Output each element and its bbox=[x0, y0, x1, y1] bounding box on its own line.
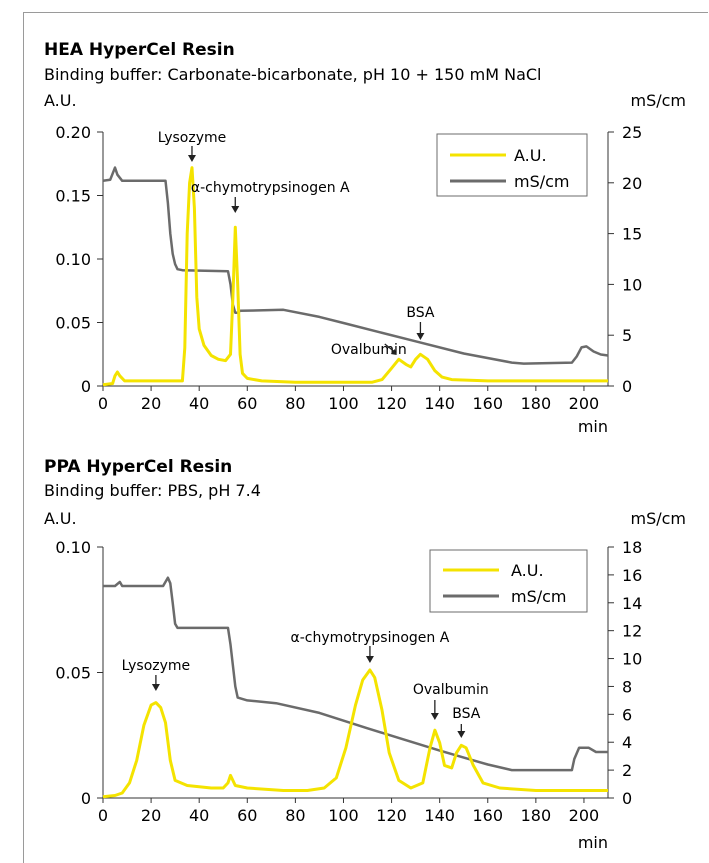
y-right-tick-label: 4 bbox=[622, 733, 632, 752]
y-right-tick-label: 6 bbox=[622, 705, 632, 724]
series-lines bbox=[102, 576, 608, 799]
x-tick-label: 0 bbox=[98, 806, 108, 825]
annotation-arrowhead bbox=[390, 349, 397, 355]
annotation-label: Lysozyme bbox=[158, 130, 227, 146]
x-tick-label: 140 bbox=[424, 806, 455, 825]
annotation-arrowhead bbox=[457, 731, 466, 738]
x-tick-label: 80 bbox=[285, 394, 305, 413]
y-right-tick-label: 5 bbox=[622, 326, 632, 345]
x-tick-label: 100 bbox=[328, 394, 359, 413]
tick-labels: 0 20 40 60 80 100 120 140 160 180 200 0 0.05 0.10 0 2 4 6… bbox=[55, 538, 642, 825]
conductivity-line bbox=[102, 166, 609, 365]
legend-label-au: A.U. bbox=[514, 146, 547, 165]
x-tick-label: 100 bbox=[328, 806, 359, 825]
x-tick-label: 20 bbox=[141, 394, 161, 413]
y-left-tick-label: 0.05 bbox=[55, 664, 91, 683]
y-right-tick-label: 10 bbox=[622, 650, 642, 669]
y-right-tick-label: 14 bbox=[622, 594, 642, 613]
y-left-axis-label: A.U. bbox=[44, 91, 77, 110]
x-tick-label: 200 bbox=[569, 806, 600, 825]
x-tick-label: 40 bbox=[189, 806, 209, 825]
x-tick-label: 60 bbox=[237, 394, 257, 413]
y-right-axis-label: mS/cm bbox=[630, 509, 686, 528]
annotation-arrowhead bbox=[187, 155, 196, 162]
x-tick-label: 200 bbox=[569, 394, 600, 413]
y-left-tick-label: 0.05 bbox=[55, 314, 91, 333]
annotation-label: Ovalbumin bbox=[331, 342, 407, 358]
x-tick-label: 120 bbox=[376, 394, 407, 413]
legend: A.U. mS/cm bbox=[436, 133, 588, 197]
annotation-label: α-chymotrypsinogen A bbox=[291, 630, 450, 646]
annotation-label: Ovalbumin bbox=[413, 682, 489, 698]
chart-subtitle: Binding buffer: Carbonate-bicarbonate, p… bbox=[44, 65, 541, 84]
x-tick-label: 80 bbox=[285, 806, 305, 825]
annotation-label: Lysozyme bbox=[122, 658, 191, 674]
y-right-tick-label: 10 bbox=[622, 275, 642, 294]
chart-subtitle: Binding buffer: PBS, pH 7.4 bbox=[44, 481, 261, 500]
x-tick-label: 0 bbox=[98, 394, 108, 413]
y-left-axis-label: A.U. bbox=[44, 509, 77, 528]
annotation-label: BSA bbox=[406, 305, 435, 321]
chart-title: HEA HyperCel Resin bbox=[44, 40, 235, 60]
y-left-tick-label: 0 bbox=[81, 377, 91, 396]
series-lines bbox=[102, 166, 609, 387]
axes bbox=[97, 131, 614, 391]
y-left-tick-label: 0 bbox=[81, 789, 91, 808]
annotation-label: BSA bbox=[452, 706, 481, 722]
y-right-tick-label: 20 bbox=[622, 174, 642, 193]
y-right-tick-label: 18 bbox=[622, 538, 642, 557]
figure-frame bbox=[23, 12, 708, 863]
y-left-tick-label: 0.10 bbox=[55, 538, 91, 557]
legend-box bbox=[436, 133, 588, 197]
annotation-arrowhead bbox=[416, 333, 425, 340]
legend-label-au: A.U. bbox=[511, 561, 544, 580]
x-tick-label: 20 bbox=[141, 806, 161, 825]
legend-label-ms: mS/cm bbox=[511, 587, 567, 606]
annotation-label: α-chymotrypsinogen A bbox=[191, 180, 350, 196]
conductivity-line bbox=[103, 576, 608, 772]
y-right-tick-label: 0 bbox=[622, 377, 632, 396]
x-axis-label: min bbox=[578, 833, 608, 852]
y-right-axis-label: mS/cm bbox=[630, 91, 686, 110]
x-tick-label: 120 bbox=[376, 806, 407, 825]
y-left-tick-label: 0.15 bbox=[55, 187, 91, 206]
x-tick-label: 160 bbox=[472, 394, 503, 413]
x-tick-label: 40 bbox=[189, 394, 209, 413]
y-left-tick-label: 0.10 bbox=[55, 250, 91, 269]
annotation-arrowhead bbox=[151, 684, 160, 691]
y-right-tick-label: 2 bbox=[622, 761, 632, 780]
y-right-tick-label: 8 bbox=[622, 677, 632, 696]
annotation-arrowhead bbox=[430, 713, 439, 720]
x-tick-label: 60 bbox=[237, 806, 257, 825]
x-tick-label: 160 bbox=[472, 806, 503, 825]
y-right-tick-label: 15 bbox=[622, 225, 642, 244]
axes bbox=[97, 546, 614, 803]
peak-annotations: Lysozyme α-chymotrypsinogen A Ovalbumin BSA bbox=[122, 630, 489, 738]
legend: A.U. mS/cm bbox=[429, 549, 588, 613]
y-right-tick-label: 0 bbox=[622, 789, 632, 808]
annotation-arrowhead bbox=[365, 656, 374, 663]
chart-title: PPA HyperCel Resin bbox=[44, 457, 232, 477]
legend-label-ms: mS/cm bbox=[514, 172, 570, 191]
absorbance-line bbox=[102, 668, 608, 799]
tick-labels: 0 20 40 60 80 100 120 140 160 180 20000.050.100.15… bbox=[55, 123, 642, 413]
x-tick-label: 180 bbox=[521, 394, 552, 413]
y-right-tick-label: 12 bbox=[622, 622, 642, 641]
y-right-tick-label: 16 bbox=[622, 566, 642, 585]
y-left-tick-label: 0.20 bbox=[55, 123, 91, 142]
legend-box bbox=[429, 549, 588, 613]
annotation-arrowhead bbox=[231, 206, 240, 213]
peak-annotations: Lysozyme α-chymotrypsinogen A Ovalbumin BSA bbox=[158, 130, 435, 358]
annotation-arrow-shaft bbox=[384, 343, 396, 353]
absorbance-line bbox=[102, 166, 608, 387]
x-tick-label: 140 bbox=[424, 394, 455, 413]
x-axis-label: min bbox=[578, 417, 608, 436]
y-right-tick-label: 25 bbox=[622, 123, 642, 142]
x-tick-label: 180 bbox=[521, 806, 552, 825]
